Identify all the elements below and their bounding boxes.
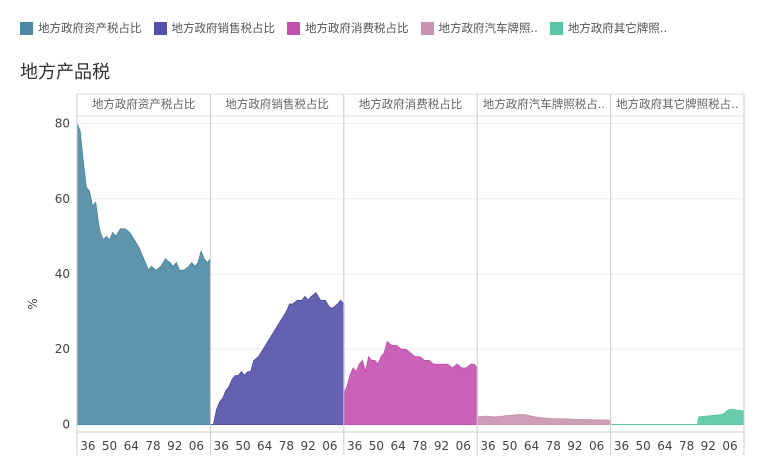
area-series-5 [610, 408, 745, 425]
panel-title: 地方政府汽车牌照税占.. [483, 97, 605, 111]
x-tick-label: 06 [189, 439, 204, 453]
y-tick-label: 20 [55, 342, 70, 356]
x-tick-label: 92 [300, 439, 315, 453]
x-tick-label: 78 [145, 439, 160, 453]
x-tick-label: 06 [322, 439, 337, 453]
x-tick-label: 50 [369, 439, 384, 453]
chart-title: 地方产品税 [20, 62, 110, 83]
x-tick-label: 92 [701, 439, 716, 453]
x-tick-label: 06 [456, 439, 471, 453]
legend-item-vehicle-license-tax[interactable]: 地方政府汽车牌照.. [420, 20, 538, 36]
legend-label: 地方政府消费税占比 [305, 21, 409, 35]
legend-swatch [287, 21, 300, 35]
x-tick-label: 36 [480, 439, 495, 453]
x-tick-label: 50 [235, 439, 250, 453]
y-tick-label: 80 [55, 117, 70, 131]
x-tick-label: 06 [722, 439, 737, 453]
panel-title: 地方政府其它牌照税占.. [616, 97, 738, 111]
x-tick-label: 92 [167, 439, 182, 453]
legend-label: 地方政府其它牌照.. [567, 21, 668, 35]
x-tick-label: 78 [279, 439, 294, 453]
x-tick-label: 36 [214, 439, 229, 453]
x-tick-label: 36 [80, 439, 95, 453]
x-tick-label: 64 [390, 439, 405, 453]
x-tick-label: 64 [524, 439, 539, 453]
x-tick-label: 92 [567, 439, 582, 453]
panel-title: 地方政府销售税占比 [225, 97, 329, 111]
area-series-1 [76, 123, 211, 425]
legend-swatch [20, 21, 33, 35]
x-tick-label: 36 [347, 439, 362, 453]
x-tick-label: 36 [614, 439, 629, 453]
legend-item-excise-tax[interactable]: 地方政府消费税占比 [287, 20, 409, 36]
legend-item-other-license-tax[interactable]: 地方政府其它牌照.. [549, 20, 668, 36]
x-tick-label: 50 [102, 439, 117, 453]
x-tick-label: 50 [502, 439, 517, 453]
legend-item-property-tax[interactable]: 地方政府资产税占比 [20, 20, 142, 36]
panel-title: 地方政府消费税占比 [359, 97, 463, 111]
legend-swatch [549, 21, 563, 35]
x-tick-label: 64 [657, 439, 672, 453]
legend-swatch [153, 21, 167, 35]
x-tick-label: 92 [434, 439, 449, 453]
x-tick-label: 64 [257, 439, 272, 453]
x-tick-label: 78 [679, 439, 694, 453]
x-tick-label: 78 [412, 439, 427, 453]
panel-title: 地方政府资产税占比 [92, 97, 196, 111]
legend-swatch [420, 21, 434, 35]
y-axis-label: % [26, 298, 40, 309]
area-series-3 [343, 340, 478, 425]
y-tick-label: 60 [55, 192, 70, 206]
x-tick-label: 06 [589, 439, 604, 453]
y-tick-label: 40 [55, 267, 70, 281]
x-tick-label: 64 [124, 439, 139, 453]
x-tick-label: 78 [546, 439, 561, 453]
area-series-4 [476, 414, 612, 425]
x-tick-label: 50 [636, 439, 651, 453]
legend-label: 地方政府销售税占比 [171, 21, 276, 35]
legend-item-sales-tax[interactable]: 地方政府销售税占比 [153, 20, 276, 36]
y-tick-label: 0 [62, 417, 70, 431]
area-series-2 [210, 292, 345, 425]
legend-label: 地方政府汽车牌照.. [438, 21, 538, 35]
chart-legend: 地方政府资产税占比 地方政府销售税占比 地方政府消费税占比 地方政府汽车牌照..… [20, 19, 679, 37]
legend-label: 地方政府资产税占比 [38, 21, 142, 35]
